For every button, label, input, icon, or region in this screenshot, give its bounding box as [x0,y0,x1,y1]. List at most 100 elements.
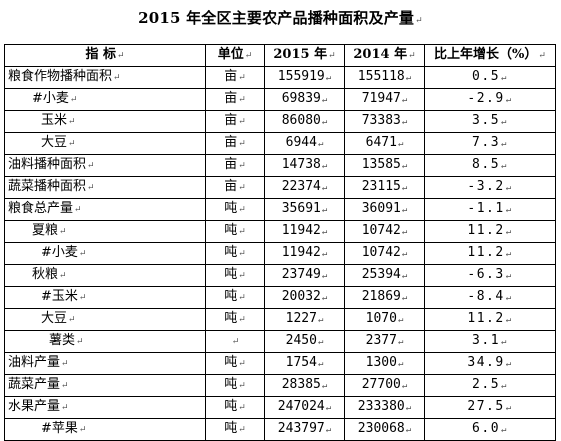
column-header-label: 单位 [217,47,244,62]
unit-cell-text: 亩 [224,91,238,106]
paragraph-mark-icon: ↵ [405,73,412,83]
table-row: 薯类↵ ↵ 2450↵ 2377↵ 3.1↵ [4,330,556,353]
paragraph-mark-icon: ↵ [321,95,328,105]
paragraph-mark-icon: ↵ [501,73,508,83]
paragraph-mark-icon: ↵ [238,73,246,83]
indicator-cell-text: #小麦 [32,91,69,106]
value-2014-cell: 10742↵ [344,242,425,265]
change-percent-cell: 6.0↵ [424,418,556,441]
column-header-indicator: 指 标↵ [4,44,206,67]
value-2015-cell-text: 86080 [281,113,321,128]
paragraph-mark-icon: ↵ [505,315,513,325]
paragraph-mark-icon: ↵ [238,425,246,435]
value-2014-cell: 71947↵ [344,88,425,111]
value-2015-cell: 247024↵ [264,396,345,419]
unit-cell-text: 吨 [224,289,238,304]
value-2014-cell-text: 10742 [361,223,401,238]
paragraph-mark-icon: ↵ [238,117,246,127]
paragraph-mark-icon: ↵ [501,337,508,347]
paragraph-mark-icon: ↵ [238,359,246,369]
column-header-change: 比上年增长（%）↵ [424,44,556,67]
paragraph-mark-icon: ↵ [238,227,246,237]
indicator-cell: 大豆↵ [4,132,206,155]
table-row: 蔬菜播种面积↵ 亩↵ 22374↵ 23115↵ -3.2↵ [4,176,556,199]
value-2014-cell-text: 10742 [361,245,401,260]
table-header-row: 指 标↵ 单位↵ 2015 年↵ 2014 年↵ 比上年增长（%）↵ [4,44,556,67]
table-row: 油料播种面积↵ 亩↵ 14738↵ 13585↵ 8.5↵ [4,154,556,177]
paragraph-mark-icon: ↵ [317,315,324,325]
value-2015-cell: 14738↵ [264,154,345,177]
change-percent-cell-text: 11.2 [467,311,505,326]
value-2015-cell-text: 28385 [281,377,321,392]
change-percent-cell-text: 27.5 [467,399,505,414]
change-percent-cell-text: 34.9 [467,355,505,370]
unit-cell-text: 吨 [224,223,238,238]
indicator-cell-text: 大豆 [41,135,68,150]
table-row: 玉米↵ 亩↵ 86080↵ 73383↵ 3.5↵ [4,110,556,133]
change-percent-cell: 34.9↵ [424,352,556,375]
paragraph-mark-icon: ↵ [538,51,546,61]
paragraph-mark-icon: ↵ [238,95,246,105]
indicator-cell: 水果产量↵ [4,396,206,419]
change-percent-cell: 11.2↵ [424,220,556,243]
value-2014-cell-text: 27700 [361,377,401,392]
change-percent-cell-text: -2.9 [467,91,505,106]
unit-cell: 吨↵ [205,396,265,419]
unit-cell: 亩↵ [205,154,265,177]
indicator-cell: 蔬菜播种面积↵ [4,176,206,199]
value-2014-cell: 21869↵ [344,286,425,309]
paragraph-mark-icon: ↵ [69,95,78,105]
value-2015-cell: 35691↵ [264,198,345,221]
unit-cell-text: 亩 [224,179,238,194]
indicator-cell: 粮食总产量↵ [4,198,206,221]
value-2014-cell: 25394↵ [344,264,425,287]
value-2014-cell-text: 230068 [357,421,405,436]
value-2015-cell-text: 22374 [281,179,321,194]
paragraph-mark-icon: ↵ [78,425,87,435]
value-2015-cell: 11942↵ [264,220,345,243]
unit-cell-text: 吨 [224,201,238,216]
indicator-cell-text: 水果产量 [8,399,61,414]
paragraph-mark-icon: ↵ [87,161,95,171]
paragraph-mark-icon: ↵ [505,249,513,259]
paragraph-mark-icon: ↵ [321,205,328,215]
value-2014-cell-text: 233380 [357,399,405,414]
change-percent-cell-text: 11.2 [467,245,505,260]
page-title-text: 2015 年全区主要农产品播种面积及产量 [138,9,415,27]
unit-cell-text: 亩 [224,135,238,150]
paragraph-mark-icon: ↵ [505,95,513,105]
indicator-cell: 粮食作物播种面积↵ [4,66,206,89]
change-percent-cell-text: 0.5 [472,69,501,84]
value-2014-cell: 10742↵ [344,220,425,243]
paragraph-mark-icon: ↵ [321,271,328,281]
paragraph-mark-icon: ↵ [61,359,69,369]
paragraph-mark-icon: ↵ [68,117,76,127]
indicator-cell-text: 油料产量 [8,355,61,370]
indicator-cell: 油料播种面积↵ [4,154,206,177]
unit-cell: 吨↵ [205,242,265,265]
change-percent-cell: -1.1↵ [424,198,556,221]
paragraph-mark-icon: ↵ [505,271,513,281]
paragraph-mark-icon: ↵ [238,403,246,413]
unit-cell-text: 吨 [224,311,238,326]
paragraph-mark-icon: ↵ [401,381,408,391]
paragraph-mark-icon: ↵ [238,315,246,325]
value-2015-cell: 1754↵ [264,352,345,375]
value-2015-cell-text: 14738 [281,157,321,172]
change-percent-cell-text: -1.1 [467,201,505,216]
table-row: 油料产量↵ 吨↵ 1754↵ 1300↵ 34.9↵ [4,352,556,375]
value-2015-cell-text: 35691 [281,201,321,216]
value-2015-cell: 243797↵ [264,418,345,441]
paragraph-mark-icon: ↵ [59,271,67,281]
paragraph-mark-icon: ↵ [238,139,246,149]
paragraph-mark-icon: ↵ [238,183,246,193]
value-2014-cell-text: 2377 [365,333,397,348]
value-2015-cell-text: 1754 [285,355,317,370]
table-row: #苹果↵ 吨↵ 243797↵ 230068↵ 6.0↵ [4,418,556,441]
indicator-cell: 蔬菜产量↵ [4,374,206,397]
indicator-cell: #小麦↵ [4,88,206,111]
value-2014-cell-text: 21869 [361,289,401,304]
paragraph-mark-icon: ↵ [116,51,125,61]
paragraph-mark-icon: ↵ [321,293,328,303]
paragraph-mark-icon: ↵ [321,183,328,193]
